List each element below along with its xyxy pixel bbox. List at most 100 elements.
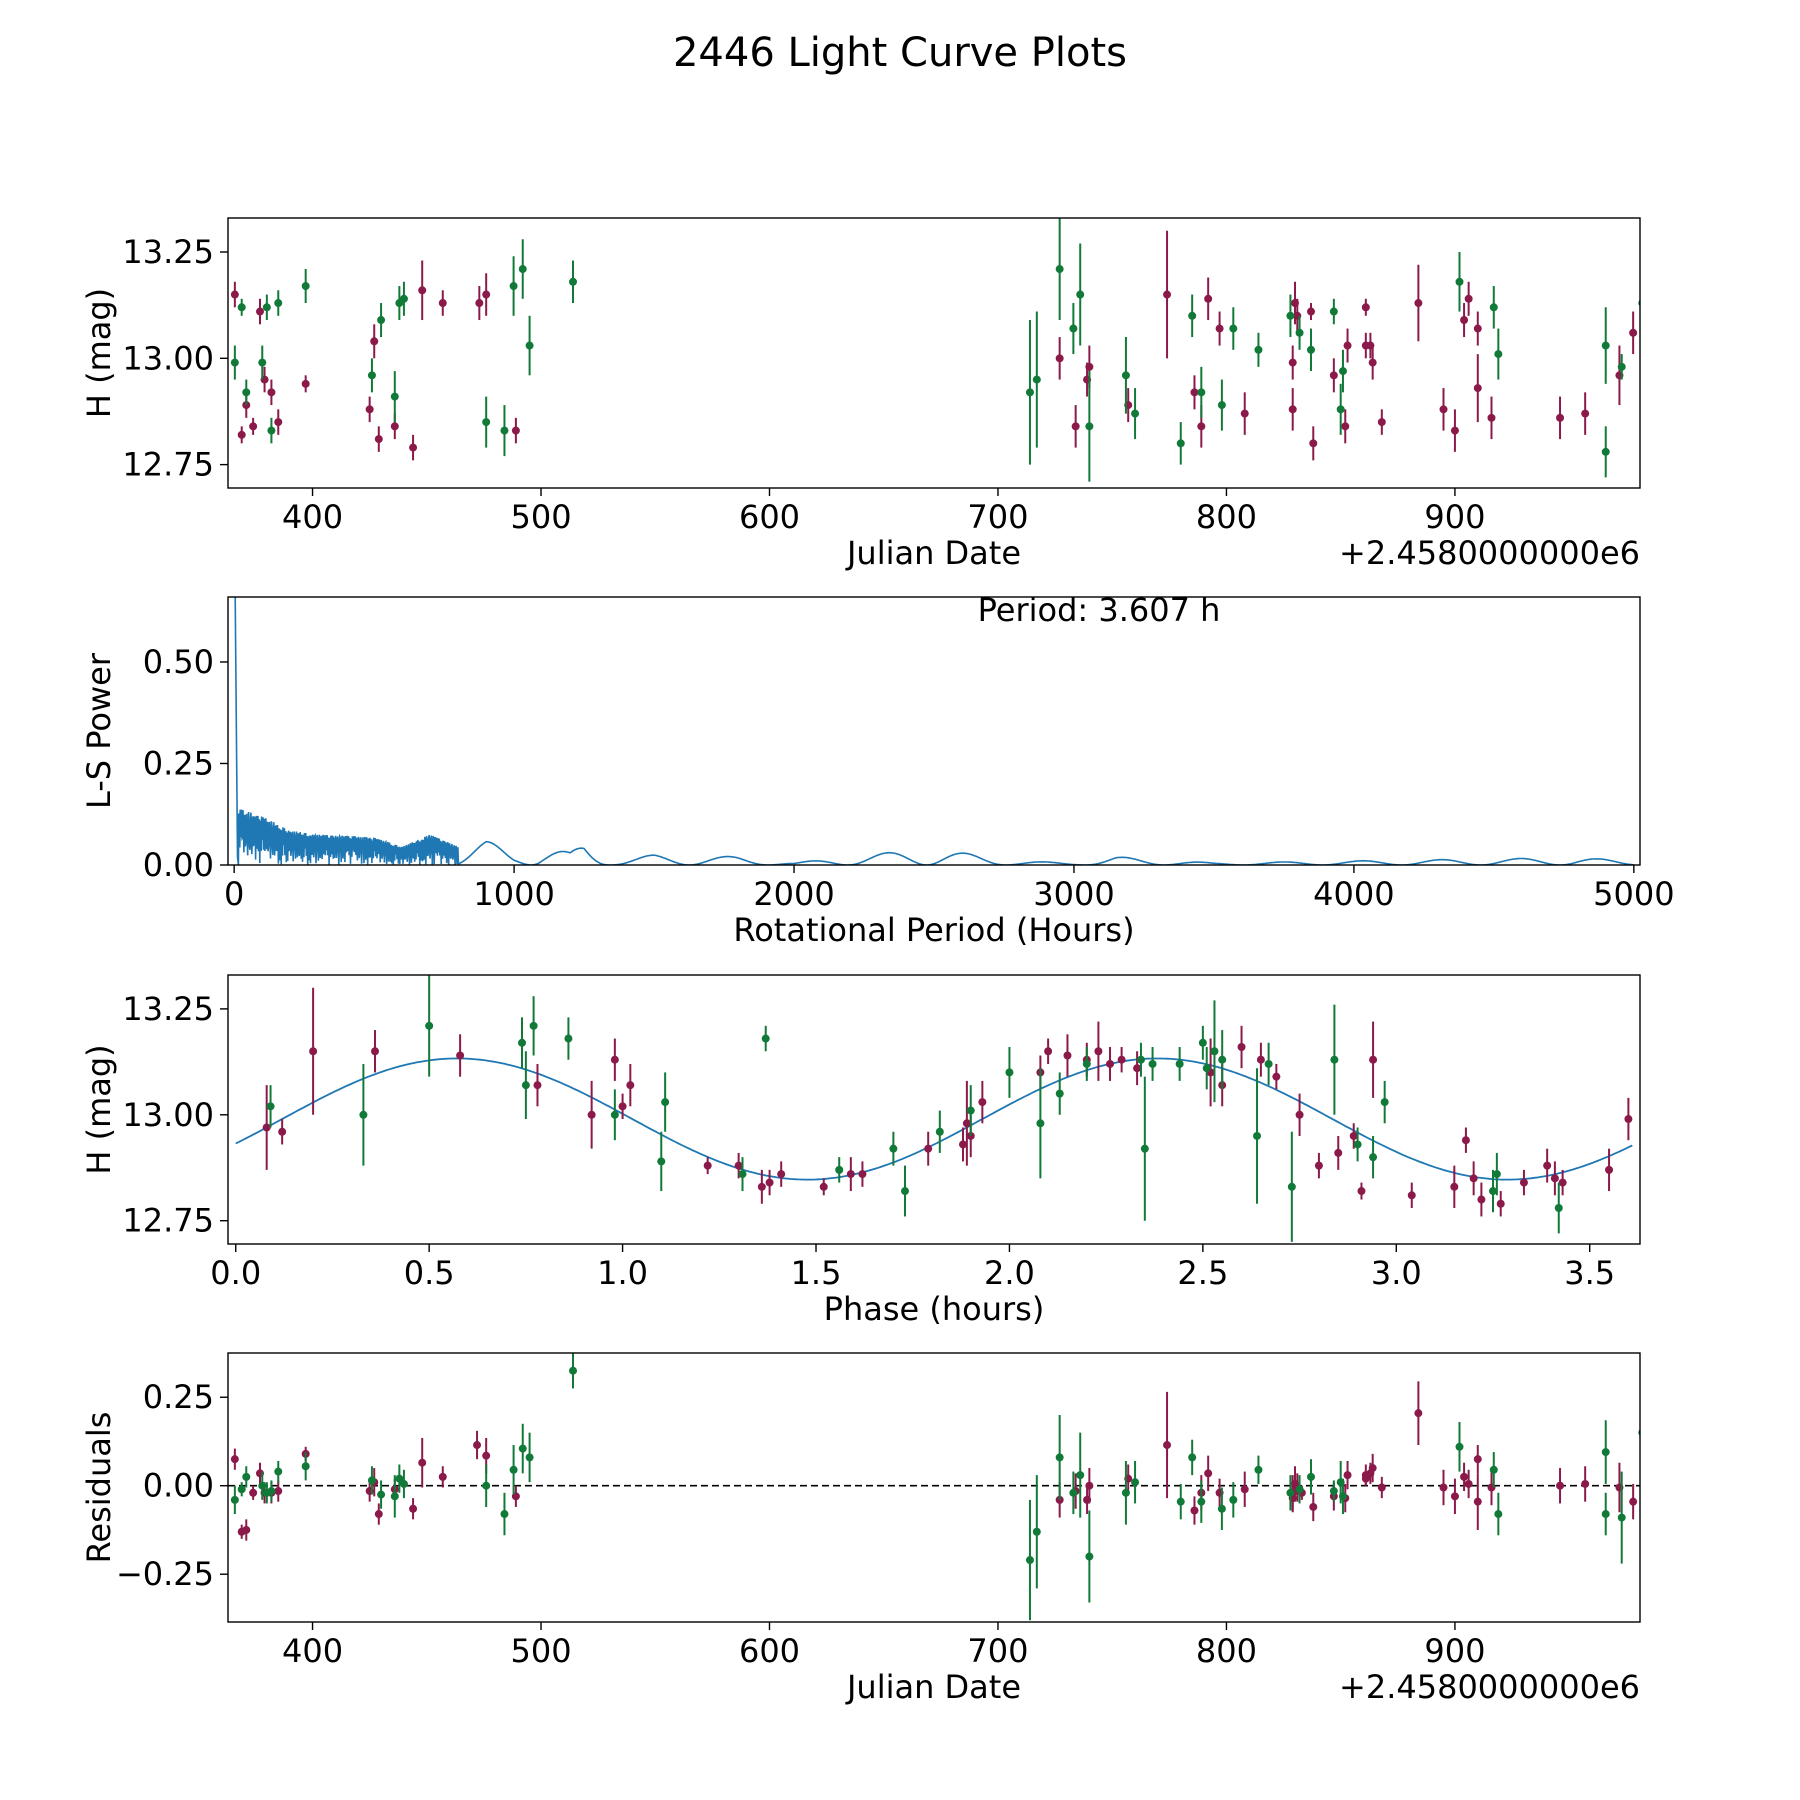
data-point [1353, 1140, 1362, 1149]
data-point [274, 1467, 283, 1476]
data-point [1288, 405, 1297, 414]
data-point [1455, 1442, 1464, 1451]
data-point [1032, 1527, 1041, 1536]
data-point [255, 307, 264, 316]
data-point [1085, 1481, 1094, 1490]
x-tick-label: 1000 [473, 875, 554, 913]
x-tick-label: 600 [739, 1632, 800, 1670]
x-axis-label: Phase (hours) [824, 1290, 1045, 1328]
data-point [1519, 1178, 1528, 1187]
data-point [511, 426, 520, 435]
data-point [1543, 1161, 1552, 1170]
data-point [1106, 1059, 1115, 1068]
data-point [1069, 1488, 1078, 1497]
data-point [1044, 1047, 1053, 1056]
x-tick-label: 4000 [1313, 875, 1394, 913]
data-point [1377, 418, 1386, 427]
data-point [1295, 1485, 1304, 1494]
data-point [1306, 307, 1315, 316]
data-point [1082, 1059, 1091, 1068]
y-tick-label: 0.00 [143, 846, 214, 884]
data-point [1605, 1165, 1614, 1174]
data-point [475, 299, 484, 308]
data-point [1286, 311, 1295, 320]
data-point [900, 1187, 909, 1196]
data-point [661, 1098, 670, 1107]
data-point [438, 299, 447, 308]
data-point [1148, 1059, 1157, 1068]
data-point [1617, 1513, 1626, 1522]
panel-lightcurve: 400 500 600 700 800 900 12.75 13.00 13.25 Julian … [80, 217, 1641, 572]
data-point [1309, 1502, 1318, 1511]
data-point [1210, 1047, 1219, 1056]
data-point [525, 1453, 534, 1462]
data-point [258, 358, 267, 367]
data-point [1380, 1098, 1389, 1107]
data-layer [230, 218, 1640, 482]
data-point [1329, 371, 1338, 380]
data-point [525, 341, 534, 350]
data-point [1218, 1055, 1227, 1064]
data-point [1085, 422, 1094, 431]
data-point [924, 1144, 933, 1153]
data-point [1556, 413, 1565, 422]
plot-panels: 400 500 600 700 800 900 12.75 13.00 13.25 Julian … [80, 217, 1675, 1706]
data-point [1407, 1191, 1416, 1200]
data-layer [228, 1353, 1640, 1621]
y-tick-label: 13.25 [122, 233, 214, 271]
y-tick-label: −0.25 [116, 1555, 214, 1593]
data-point [1121, 1488, 1130, 1497]
data-point [518, 265, 527, 274]
data-point [1469, 1174, 1478, 1183]
data-point [1473, 324, 1482, 333]
data-point [1217, 1504, 1226, 1513]
y-tick-label: 13.00 [122, 339, 214, 377]
data-point [1055, 354, 1064, 363]
data-point [1334, 1148, 1343, 1157]
x-tick-label: 400 [282, 1632, 343, 1670]
data-point [1450, 426, 1459, 435]
data-point [1450, 1182, 1459, 1191]
data-point [409, 1504, 418, 1513]
data-point [242, 1525, 251, 1534]
data-point [1240, 409, 1249, 418]
data-point [230, 1495, 239, 1504]
periodogram-line [234, 597, 1634, 865]
data-point [1217, 401, 1226, 410]
data-point [509, 1465, 518, 1474]
data-point [230, 1455, 239, 1464]
data-point [1163, 290, 1172, 299]
series-filter_b [230, 218, 1640, 482]
data-point [1357, 1187, 1366, 1196]
data-point [1439, 405, 1448, 414]
data-point [1287, 1182, 1296, 1191]
data-point [278, 1127, 287, 1136]
y-tick-label: 12.75 [122, 446, 214, 484]
data-point [399, 1479, 408, 1488]
data-point [1414, 1409, 1423, 1418]
data-point [1272, 1072, 1281, 1081]
data-point [1306, 345, 1315, 354]
data-point [738, 1170, 747, 1179]
data-point [359, 1110, 368, 1119]
data-point [1036, 1119, 1045, 1128]
data-point [1343, 1471, 1352, 1480]
data-point [1069, 324, 1078, 333]
x-tick-label: 5000 [1593, 875, 1674, 913]
data-point [1460, 316, 1469, 325]
data-point [1477, 1195, 1486, 1204]
data-point [587, 1110, 596, 1119]
x-offset-label: +2.4580000000e6 [1339, 534, 1640, 572]
panel-periodogram: 0 1000 2000 3000 4000 5000 0.00 0.25 0.50 Rotatio… [80, 591, 1675, 949]
data-point [846, 1170, 855, 1179]
x-tick-label: 700 [967, 1632, 1028, 1670]
data-point [395, 1474, 404, 1483]
data-point [500, 426, 509, 435]
data-point [482, 1451, 491, 1460]
axes-frame [227, 217, 1641, 489]
data-point [1329, 1487, 1338, 1496]
data-point [1455, 277, 1464, 286]
data-point [1197, 1497, 1206, 1506]
data-point [1461, 1136, 1470, 1145]
